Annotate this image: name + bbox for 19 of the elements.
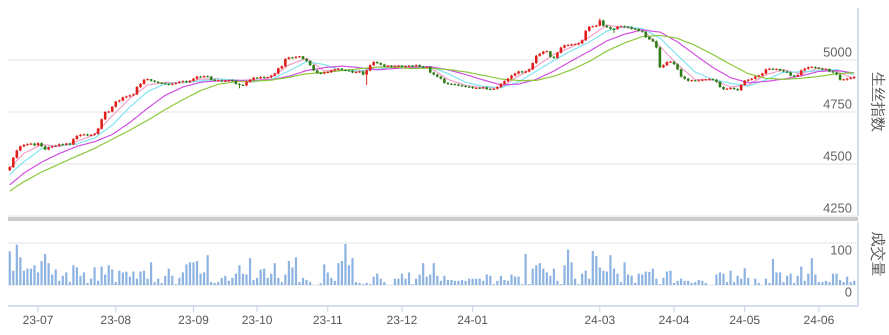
y-axis-title: 生丝指数 [869,72,886,132]
y-tick-label: 4750 [823,96,852,112]
x-tick-label: 23-08 [100,313,132,327]
x-tick-label: 24-04 [658,313,690,327]
x-tick-label: 23-10 [242,313,273,327]
x-tick-label: 23-12 [386,313,418,327]
x-tick-label: 23-09 [178,313,210,327]
x-tick-label: 24-03 [584,313,616,327]
x-tick-label: 23-07 [22,313,54,327]
x-tick-label: 24-01 [457,313,488,327]
y-tick-label: 0 [844,284,852,300]
x-tick-label: 23-11 [312,313,343,327]
y-tick-label: 5000 [823,44,852,60]
y-axis-title: 成交量 [869,232,886,276]
y-tick-label: 100 [830,242,852,258]
x-tick-label: 24-05 [729,313,760,327]
y-tick-label: 4500 [823,148,852,164]
y-tick-label: 4250 [823,200,852,216]
x-tick-label: 24-06 [804,313,835,327]
